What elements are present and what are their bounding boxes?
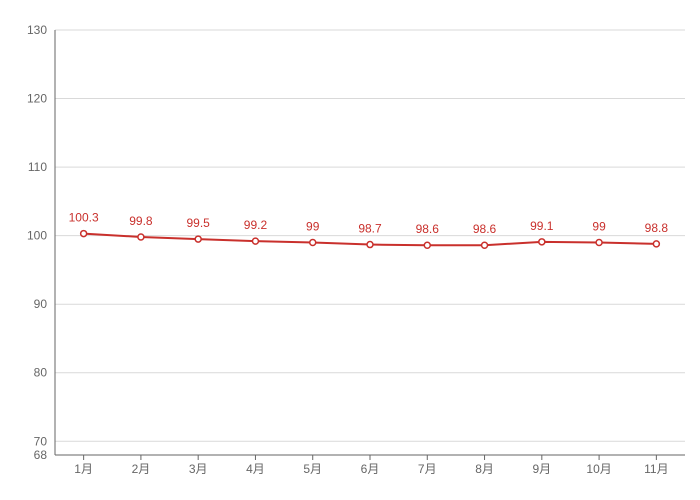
svg-text:80: 80: [34, 366, 48, 380]
svg-text:70: 70: [34, 434, 48, 448]
svg-text:2月: 2月: [132, 462, 151, 476]
svg-text:8月: 8月: [475, 462, 494, 476]
svg-text:1月: 1月: [74, 462, 93, 476]
svg-text:120: 120: [27, 92, 47, 106]
svg-text:6月: 6月: [361, 462, 380, 476]
svg-text:98.6: 98.6: [473, 222, 497, 236]
chart-svg: 6870 80 90 100 110 120 130 1月 2月 3月 4月 5月 6月 7月 8月 9月 10…: [0, 0, 700, 500]
svg-text:68: 68: [34, 448, 48, 462]
svg-text:98.7: 98.7: [358, 222, 382, 236]
svg-text:99.1: 99.1: [530, 219, 554, 233]
svg-text:3月: 3月: [189, 462, 208, 476]
svg-text:90: 90: [34, 297, 48, 311]
svg-text:98.8: 98.8: [645, 221, 669, 235]
svg-text:4月: 4月: [246, 462, 265, 476]
svg-text:5月: 5月: [303, 462, 322, 476]
svg-text:98.6: 98.6: [416, 222, 440, 236]
svg-text:99.2: 99.2: [244, 218, 268, 232]
svg-text:100: 100: [27, 229, 47, 243]
svg-text:10月: 10月: [586, 462, 611, 476]
svg-text:99: 99: [592, 220, 606, 234]
svg-text:7月: 7月: [418, 462, 437, 476]
svg-text:9月: 9月: [532, 462, 551, 476]
svg-text:110: 110: [28, 160, 47, 174]
svg-text:99: 99: [306, 220, 320, 234]
svg-text:11月: 11月: [644, 462, 668, 476]
svg-text:99.8: 99.8: [129, 214, 153, 228]
line-chart: 6870 80 90 100 110 120 130 1月 2月 3月 4月 5月 6月 7月 8月 9月 10…: [0, 0, 700, 500]
svg-text:130: 130: [27, 23, 47, 37]
svg-text:99.5: 99.5: [187, 216, 211, 230]
svg-text:100.3: 100.3: [69, 211, 99, 225]
